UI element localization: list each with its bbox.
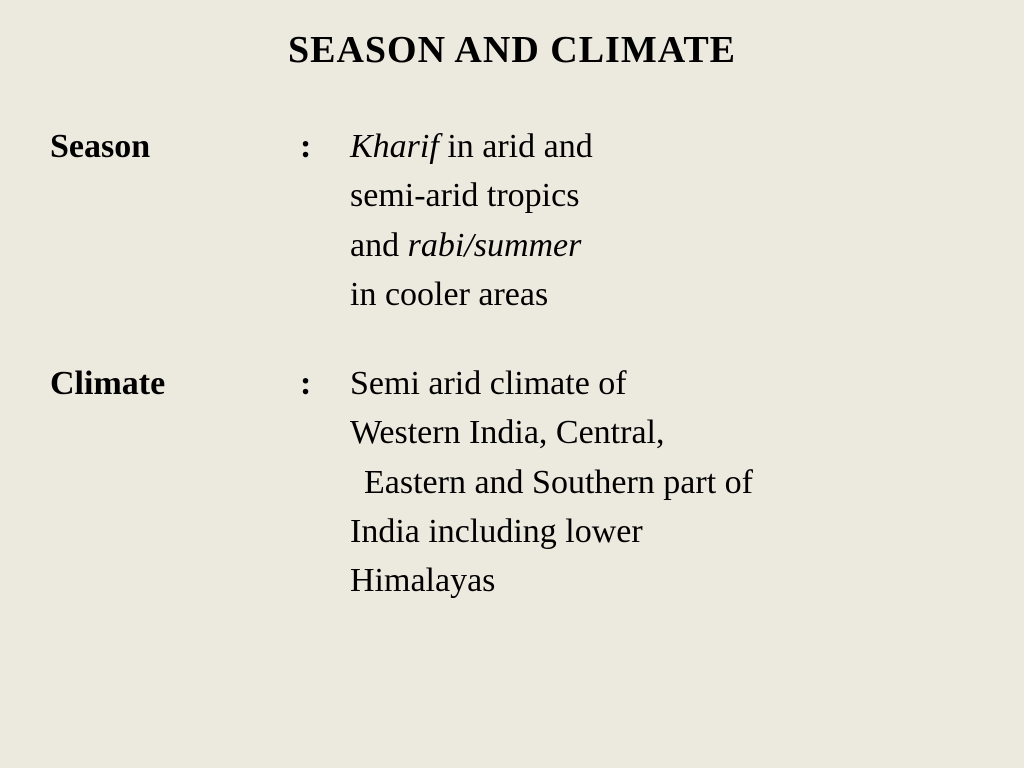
season-line-1: Kharif in arid and [350,122,974,171]
climate-line-4: India including lower [350,507,974,556]
entry-climate: Climate : Semi arid climate of Western I… [50,359,974,605]
colon: : [300,359,350,605]
season-value: Kharif in arid and semi-arid tropics and… [350,122,974,319]
entry-season: Season : Kharif in arid and semi-arid tr… [50,122,974,319]
climate-line-1: Semi arid climate of [350,359,974,408]
season-label: Season [50,122,300,319]
colon: : [300,122,350,319]
content-area: Season : Kharif in arid and semi-arid tr… [50,122,974,606]
climate-value: Semi arid climate of Western India, Cent… [350,359,974,605]
climate-label: Climate [50,359,300,605]
climate-line-3: Eastern and Southern part of [364,458,974,507]
season-line-2: semi-arid tropics [350,171,974,220]
season-line-3: and rabi/summer [350,221,974,270]
climate-line-2: Western India, Central, [350,408,974,457]
season-line-4: in cooler areas [350,270,974,319]
slide-title: SEASON AND CLIMATE [50,28,974,72]
climate-line-5: Himalayas [350,556,974,605]
